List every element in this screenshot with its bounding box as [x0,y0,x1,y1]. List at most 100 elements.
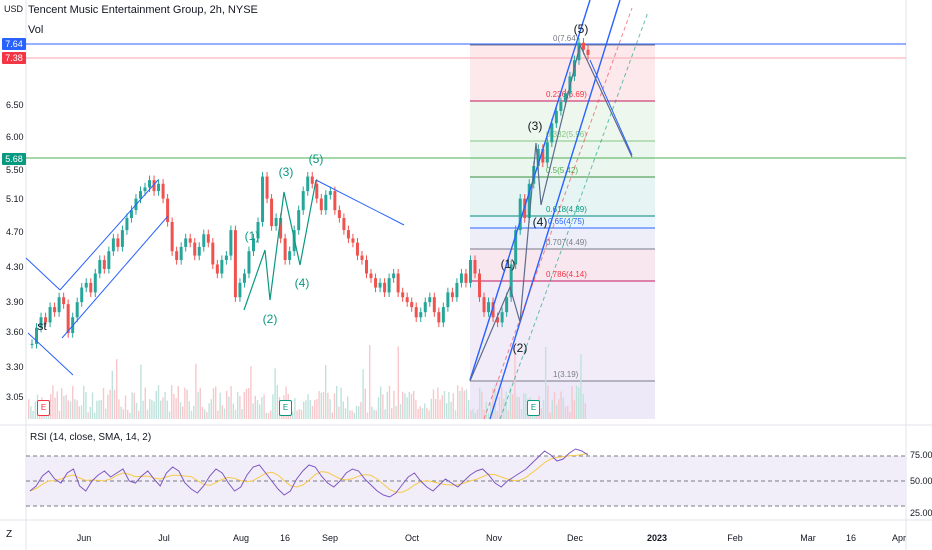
candle [120,230,124,247]
volume-bar [100,399,102,419]
volume-bar [265,412,267,419]
candle [80,287,84,303]
candle [297,210,301,231]
wave-label: (4) [533,215,548,229]
candle [143,187,147,192]
volume-bar [540,408,542,419]
volume-bar [226,390,228,419]
volume-bar [384,409,386,419]
volume-bar [118,399,120,419]
volume-bar [272,394,274,419]
volume-bar [140,364,142,419]
volume-bar [193,405,195,419]
rsi-tick: 50.00 [910,476,932,486]
volume-bar [523,393,525,419]
channel-line [499,11,649,420]
candle [541,148,545,163]
volume-bar [518,397,520,419]
price-tick: 6.00 [6,132,24,142]
candle [179,246,183,260]
candle [125,218,129,231]
volume-label: Vol [28,24,44,36]
volume-bar [67,400,69,419]
volume-bar [61,388,63,419]
volume-bar [151,400,153,419]
candle [107,251,111,269]
candle [129,210,133,219]
time-tick: Jun [77,533,92,543]
volume-bar [153,401,155,419]
earnings-event-icon[interactable]: E [527,400,540,416]
volume-bar [364,388,366,419]
candle [116,238,120,247]
volume-bar [558,399,560,419]
volume-bar [580,354,582,419]
volume-bar [210,399,212,419]
candle [586,49,590,55]
volume-bar [186,389,188,419]
candle [215,264,219,274]
candle [500,312,504,323]
volume-bar [371,406,373,419]
volume-bar [87,412,89,419]
volume-bar [98,400,100,419]
volume-bar [560,391,562,419]
volume-bar [404,393,406,419]
volume-bar [292,411,294,419]
volume-bar [424,403,426,419]
candle [39,317,43,328]
fib-zone [470,141,655,177]
volume-bar [386,391,388,419]
candle [188,238,192,243]
volume-bar [107,394,109,419]
volume-bar [375,410,377,419]
candle [206,234,210,243]
earnings-event-icon[interactable]: E [37,400,50,416]
candle [554,110,558,124]
candle [414,307,418,318]
volume-bar [201,406,204,419]
fib-label: 0.707(4.49) [546,238,587,247]
volume-bar [432,389,435,419]
volume-bar [479,387,481,419]
volume-bar [366,412,369,419]
volume-bar [325,365,327,419]
price-tick: 3.90 [6,297,24,307]
channel-line [59,179,159,291]
volume-bar [573,399,575,419]
candle [84,282,88,288]
projection-line [589,59,633,156]
volume-bar [545,346,547,419]
volume-bar [571,386,573,419]
currency-label: USD [4,4,24,14]
volume-bar [426,408,428,419]
volume-bar [190,410,193,419]
candle [365,259,369,274]
volume-bar [344,408,347,419]
volume-bar [314,400,316,419]
candle [536,148,540,166]
volume-bar [516,396,518,419]
volume-bar [120,406,122,419]
time-tick: Oct [405,533,420,543]
volume-bar [217,410,219,419]
volume-bar [206,412,208,419]
candle [478,273,482,298]
wave-label: (2) [513,341,528,355]
rsi-ma-line [29,452,589,493]
candle [261,176,265,223]
volume-bar [259,404,261,419]
earnings-event-icon[interactable]: E [279,400,292,416]
volume-bar [65,394,67,419]
volume-bar [135,402,138,419]
volume-bar [76,400,78,419]
zoom-button[interactable]: Z [6,529,13,540]
candle [455,282,459,298]
volume-bar [435,398,437,419]
candle [437,312,441,323]
candle [102,259,106,269]
volume-bar [204,409,206,419]
volume-bar [358,406,360,419]
volume-bar [413,390,415,419]
